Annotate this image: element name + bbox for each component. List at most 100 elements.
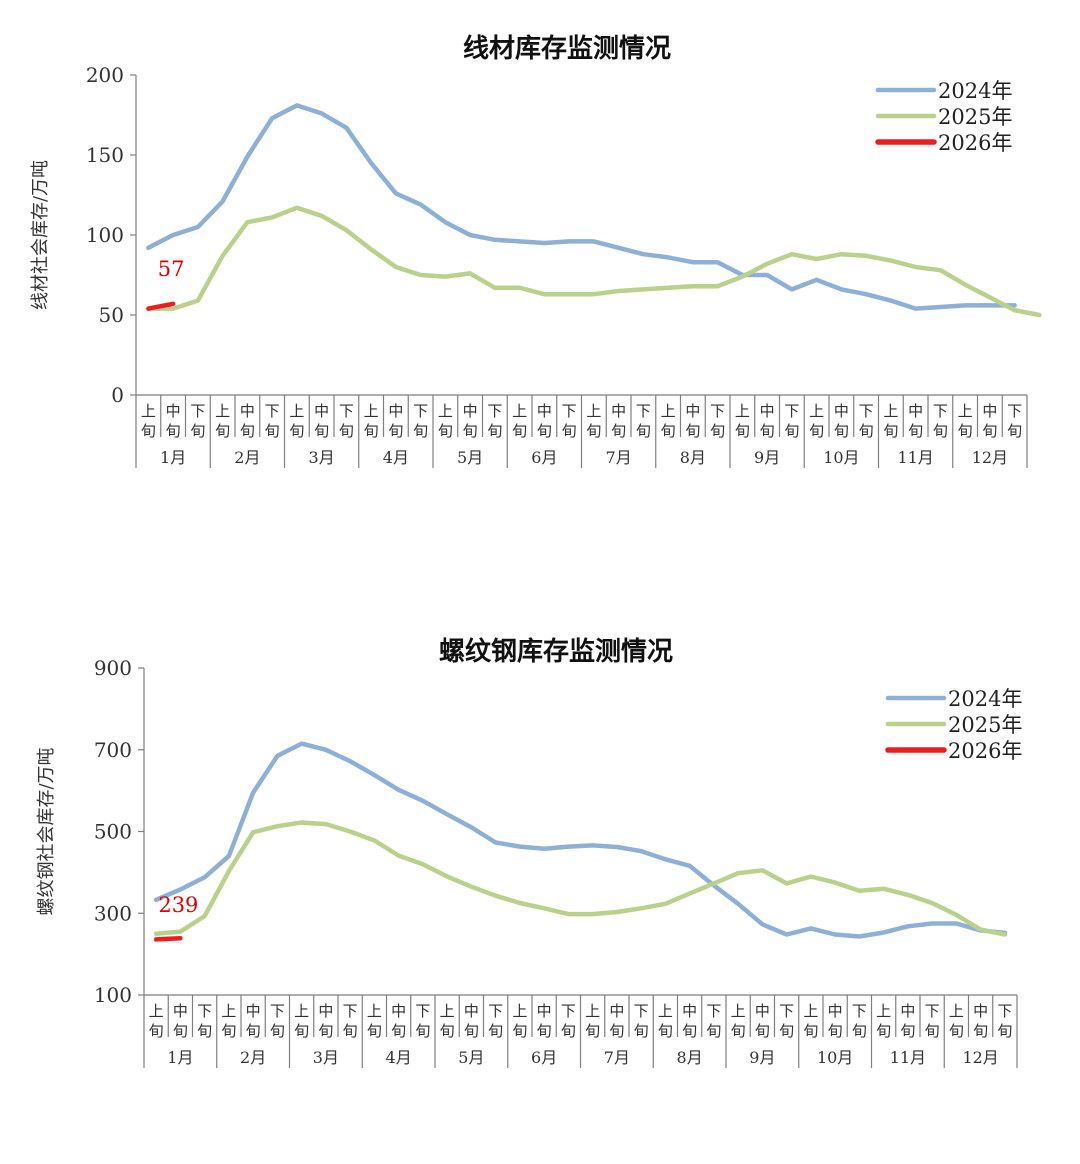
x-period-label: 上 bbox=[883, 402, 898, 420]
x-period-label: 中 bbox=[682, 1002, 697, 1020]
x-month-label: 2月 bbox=[240, 1048, 266, 1067]
x-month-label: 5月 bbox=[458, 1048, 484, 1067]
x-period-label: 旬 bbox=[314, 422, 329, 440]
x-period-label: 旬 bbox=[364, 422, 379, 440]
x-period-label: 旬 bbox=[735, 422, 750, 440]
x-period-label: 中 bbox=[464, 1002, 479, 1020]
x-period-label: 上 bbox=[215, 402, 230, 420]
x-period-label: 旬 bbox=[586, 422, 601, 440]
x-period-label: 旬 bbox=[294, 1022, 309, 1040]
x-month-label: 11月 bbox=[897, 448, 933, 467]
x-period-label: 旬 bbox=[809, 422, 824, 440]
x-period-label: 下 bbox=[190, 402, 205, 420]
data-label-2026: 57 bbox=[158, 257, 185, 281]
x-period-label: 旬 bbox=[731, 1022, 746, 1040]
x-period-label: 旬 bbox=[166, 422, 181, 440]
x-period-label: 旬 bbox=[141, 422, 156, 440]
x-month-label: 9月 bbox=[749, 1048, 775, 1067]
chart-title: 螺纹钢库存监测情况 bbox=[439, 636, 673, 667]
x-period-label: 旬 bbox=[289, 422, 304, 440]
wire-rod-inventory-chart: 线材库存监测情况 线材社会库存/万吨 0 50 100 150 200 上旬中旬下旬上旬中旬下… bbox=[0, 20, 1080, 560]
x-period-label: 旬 bbox=[487, 422, 502, 440]
x-period-label: 中 bbox=[537, 1002, 552, 1020]
x-period-label: 旬 bbox=[828, 1022, 843, 1040]
x-period-label: 下 bbox=[634, 1002, 649, 1020]
x-period-label: 中 bbox=[246, 1002, 261, 1020]
x-period-label: 旬 bbox=[265, 422, 280, 440]
y-tick-label: 150 bbox=[86, 143, 124, 167]
x-period-label: 旬 bbox=[415, 1022, 430, 1040]
x-period-label: 下 bbox=[413, 402, 428, 420]
x-period-label: 旬 bbox=[512, 1022, 527, 1040]
x-period-label: 旬 bbox=[908, 422, 923, 440]
series-line-2024年 bbox=[146, 103, 1017, 311]
x-period-label: 下 bbox=[487, 402, 502, 420]
x-period-label: 中 bbox=[318, 1002, 333, 1020]
x-period-label: 中 bbox=[685, 402, 700, 420]
x-period-label: 旬 bbox=[784, 422, 799, 440]
x-period-label: 旬 bbox=[343, 1022, 358, 1040]
wire-rod-chart-svg: 线材库存监测情况线材社会库存/万吨050100150200上旬中旬下旬上旬中旬下… bbox=[30, 34, 1042, 468]
x-period-label: 旬 bbox=[149, 1022, 164, 1040]
x-period-label: 上 bbox=[731, 1002, 746, 1020]
chart-title: 线材库存监测情况 bbox=[463, 34, 671, 64]
x-period-label: 旬 bbox=[221, 1022, 236, 1040]
legend-label: 2026年 bbox=[938, 131, 1012, 155]
series-line-2025年 bbox=[146, 205, 1042, 318]
x-month-label: 5月 bbox=[457, 448, 483, 467]
x-period-label: 中 bbox=[828, 1002, 843, 1020]
x-period-label: 旬 bbox=[339, 422, 354, 440]
x-period-label: 旬 bbox=[876, 1022, 891, 1040]
legend-label: 2024年 bbox=[948, 687, 1022, 711]
x-period-label: 旬 bbox=[215, 422, 230, 440]
x-period-label: 旬 bbox=[925, 1022, 940, 1040]
x-period-label: 上 bbox=[803, 1002, 818, 1020]
y-tick-label: 100 bbox=[94, 983, 132, 1007]
x-period-label: 旬 bbox=[537, 422, 552, 440]
x-period-label: 旬 bbox=[834, 422, 849, 440]
x-period-label: 下 bbox=[270, 1002, 285, 1020]
x-period-label: 旬 bbox=[246, 1022, 261, 1040]
x-period-label: 下 bbox=[562, 402, 577, 420]
x-month-label: 6月 bbox=[531, 448, 557, 467]
x-period-label: 上 bbox=[958, 402, 973, 420]
y-tick-label: 700 bbox=[94, 738, 132, 762]
x-period-label: 下 bbox=[779, 1002, 794, 1020]
x-month-label: 9月 bbox=[754, 448, 780, 467]
x-period-label: 旬 bbox=[240, 422, 255, 440]
legend-label: 2026年 bbox=[948, 739, 1022, 763]
x-period-label: 上 bbox=[658, 1002, 673, 1020]
x-month-label: 12月 bbox=[972, 448, 1008, 467]
x-period-label: 下 bbox=[925, 1002, 940, 1020]
x-period-label: 旬 bbox=[388, 422, 403, 440]
x-period-label: 中 bbox=[463, 402, 478, 420]
x-month-label: 7月 bbox=[606, 448, 632, 467]
x-period-label: 旬 bbox=[900, 1022, 915, 1040]
x-period-label: 旬 bbox=[706, 1022, 721, 1040]
x-period-label: 旬 bbox=[973, 1022, 988, 1040]
y-tick-label: 50 bbox=[99, 303, 124, 327]
x-period-label: 旬 bbox=[755, 1022, 770, 1040]
x-period-label: 下 bbox=[997, 1002, 1012, 1020]
x-period-label: 下 bbox=[488, 1002, 503, 1020]
x-period-label: 旬 bbox=[997, 1022, 1012, 1040]
x-period-label: 上 bbox=[809, 402, 824, 420]
x-period-label: 旬 bbox=[779, 1022, 794, 1040]
x-period-label: 下 bbox=[1007, 402, 1022, 420]
x-period-label: 旬 bbox=[440, 1022, 455, 1040]
x-period-label: 下 bbox=[852, 1002, 867, 1020]
x-period-label: 中 bbox=[834, 402, 849, 420]
x-period-label: 上 bbox=[294, 1002, 309, 1020]
x-period-label: 中 bbox=[537, 402, 552, 420]
x-period-label: 旬 bbox=[367, 1022, 382, 1040]
x-period-label: 旬 bbox=[982, 422, 997, 440]
x-period-label: 旬 bbox=[661, 422, 676, 440]
x-month-label: 10月 bbox=[817, 1048, 853, 1067]
x-period-label: 旬 bbox=[537, 1022, 552, 1040]
x-period-label: 中 bbox=[973, 1002, 988, 1020]
x-month-label: 4月 bbox=[383, 448, 409, 467]
x-period-label: 旬 bbox=[958, 422, 973, 440]
x-period-label: 旬 bbox=[760, 422, 775, 440]
x-period-label: 中 bbox=[982, 402, 997, 420]
x-month-label: 8月 bbox=[677, 1048, 703, 1067]
